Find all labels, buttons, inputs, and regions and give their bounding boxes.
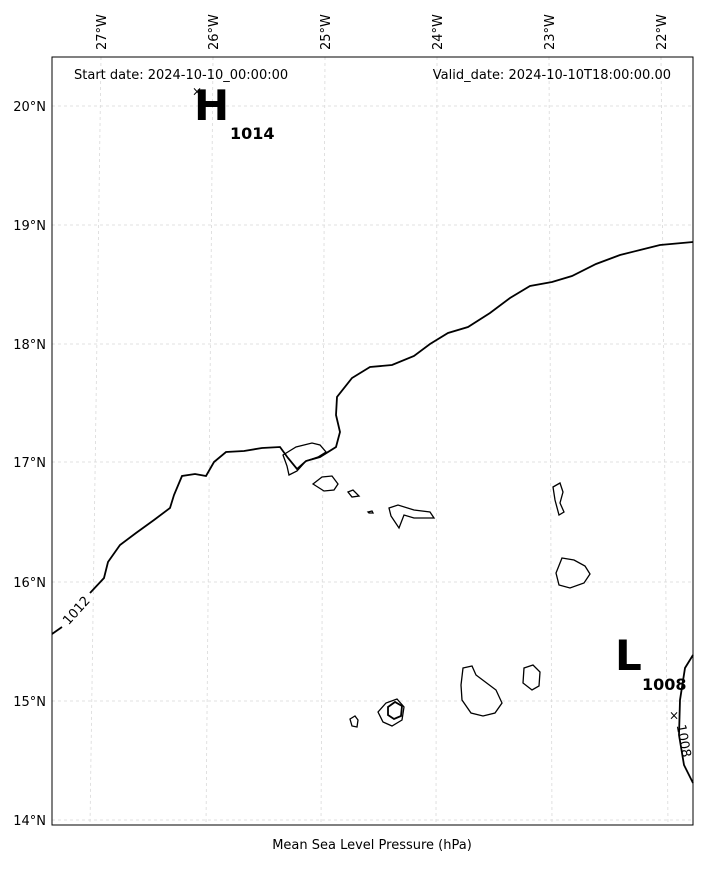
island-santa-luzia (346, 489, 361, 498)
high-pressure-center: × H 1014 (192, 81, 275, 143)
lon-tick: 26°W (207, 14, 222, 50)
lon-tick: 27°W (95, 14, 110, 50)
longitude-labels: 27°W 26°W 25°W 24°W 23°W 22°W (95, 14, 670, 50)
lon-tick: 22°W (655, 14, 670, 50)
lon-tick: 23°W (543, 14, 558, 50)
cape-verde-islands (282, 442, 591, 728)
lat-tick: 14°N (13, 814, 46, 829)
contour-label-1012: 1012 (60, 594, 93, 629)
lat-tick: 15°N (13, 695, 46, 710)
lat-tick: 19°N (13, 219, 46, 234)
island-boa-vista (555, 557, 591, 589)
island-sao-vicente (311, 475, 339, 492)
map-caption: Mean Sea Level Pressure (hPa) (272, 838, 472, 853)
island-maio (522, 664, 541, 691)
low-center-marker: × (669, 709, 679, 723)
island-fogo (377, 698, 405, 727)
lat-tick: 20°N (13, 100, 46, 115)
island-raso (366, 510, 375, 514)
low-pressure-center: × L 1008 (615, 631, 687, 723)
contour-label-1008: 1008 (673, 723, 694, 758)
low-value: 1008 (642, 675, 687, 694)
low-symbol: L (615, 631, 642, 680)
lon-tick: 25°W (319, 14, 334, 50)
island-brava (349, 715, 359, 728)
high-value: 1014 (230, 124, 275, 143)
isobar-1012-west (51, 626, 63, 635)
lon-tick: 24°W (431, 14, 446, 50)
high-center-marker: × (192, 85, 202, 99)
isobar-1008 (678, 654, 694, 784)
map-frame (51, 56, 694, 826)
island-sal (552, 482, 565, 517)
latitude-labels: 20°N 19°N 18°N 17°N 16°N 15°N 14°N (13, 100, 46, 829)
graticule (52, 56, 693, 826)
isobar-1012 (89, 241, 694, 594)
isobar-fogo-loop (387, 700, 403, 721)
lat-tick: 18°N (13, 338, 46, 353)
island-santiago (460, 665, 503, 717)
high-symbol: H (194, 81, 229, 130)
lat-tick: 16°N (13, 576, 46, 591)
isobars (51, 241, 694, 784)
start-date-label: Start date: 2024-10-10_00:00:00 (74, 68, 288, 83)
lat-tick: 17°N (13, 456, 46, 471)
valid-date-label: Valid_date: 2024-10-10T18:00:00.00 (433, 68, 671, 83)
island-sao-nicolau (388, 504, 436, 530)
